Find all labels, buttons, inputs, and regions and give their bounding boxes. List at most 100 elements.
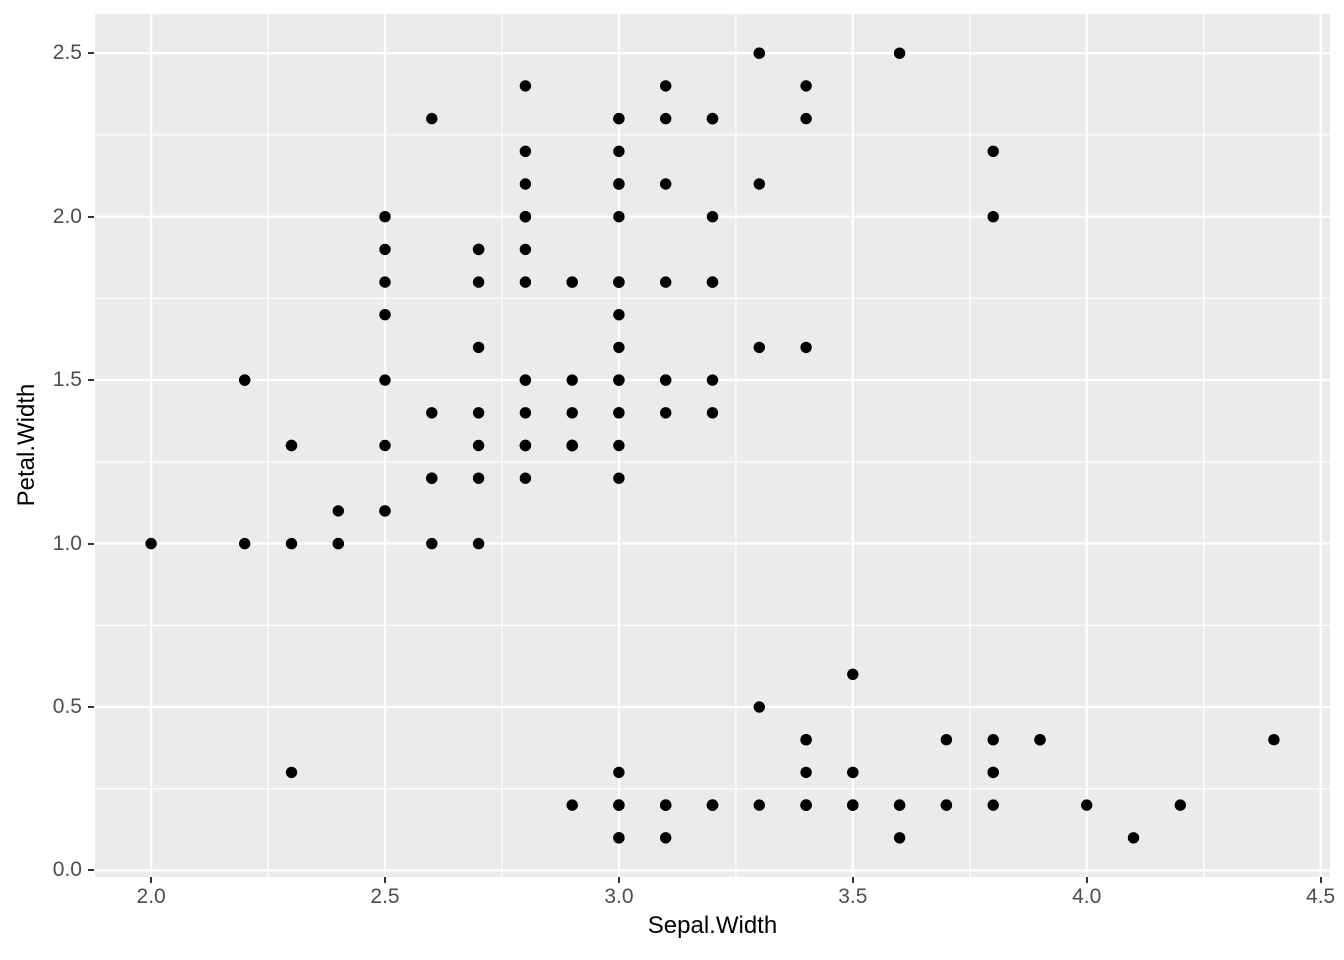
data-point xyxy=(940,734,953,746)
y-axis-tick-label: 1.5 xyxy=(52,368,82,392)
data-point xyxy=(285,439,298,452)
data-point xyxy=(987,799,999,811)
y-axis-tick-label: 0.5 xyxy=(52,695,82,718)
x-axis-tick-label: 3.0 xyxy=(604,885,634,908)
data-point xyxy=(379,374,391,386)
data-point xyxy=(847,766,859,779)
data-point xyxy=(706,374,719,386)
y-axis-title: Petal.Width xyxy=(13,383,40,507)
x-axis-tick-mark xyxy=(851,877,854,883)
data-point xyxy=(800,80,812,92)
data-point xyxy=(800,341,812,354)
y-axis-tick-mark xyxy=(88,379,94,382)
data-point xyxy=(753,178,765,190)
data-point xyxy=(472,276,485,288)
plot-panel xyxy=(95,14,1330,877)
data-point xyxy=(660,407,672,419)
data-point xyxy=(660,178,672,190)
data-point xyxy=(613,178,625,190)
data-point xyxy=(613,211,625,223)
data-point xyxy=(472,439,485,452)
data-point xyxy=(613,439,625,452)
data-point xyxy=(1034,734,1046,746)
data-point xyxy=(660,374,672,386)
data-point xyxy=(800,799,812,811)
data-point xyxy=(987,145,999,157)
y-axis-tick-label: 0.0 xyxy=(52,858,82,882)
data-point xyxy=(426,537,438,550)
data-point xyxy=(519,407,532,419)
data-point xyxy=(660,276,672,288)
data-point xyxy=(613,145,625,157)
data-point xyxy=(519,80,532,92)
data-point xyxy=(893,832,906,844)
data-point xyxy=(847,799,859,811)
x-axis-tick-mark xyxy=(1085,877,1088,883)
data-point xyxy=(566,439,578,452)
y-axis-tick-mark xyxy=(88,542,94,545)
x-axis-tick-label: 4.5 xyxy=(1306,885,1336,908)
data-point xyxy=(285,766,298,779)
y-axis-tick-mark xyxy=(88,706,94,708)
data-point xyxy=(332,505,344,517)
data-point xyxy=(379,243,391,256)
x-axis-tick-label: 4.0 xyxy=(1072,885,1102,908)
data-point xyxy=(706,407,719,419)
data-point xyxy=(519,178,532,190)
data-point xyxy=(660,832,672,844)
data-point xyxy=(1268,734,1280,746)
data-point xyxy=(800,734,812,746)
data-point xyxy=(1174,799,1187,811)
data-point xyxy=(472,407,485,419)
data-point xyxy=(660,80,672,92)
x-axis-tick-label: 2.0 xyxy=(136,885,166,908)
data-point xyxy=(379,211,391,223)
data-point xyxy=(706,799,719,811)
data-point xyxy=(519,439,532,452)
y-axis-tick-mark xyxy=(88,52,94,55)
data-point xyxy=(426,472,438,484)
data-point xyxy=(472,472,485,484)
data-point xyxy=(519,243,532,256)
data-point xyxy=(613,766,625,779)
data-point xyxy=(706,112,719,125)
data-point xyxy=(613,472,625,484)
data-point xyxy=(613,112,625,125)
data-point xyxy=(987,766,999,779)
data-point xyxy=(613,341,625,354)
plot-canvas xyxy=(95,14,1330,877)
data-point xyxy=(519,374,532,386)
data-point xyxy=(753,341,765,354)
data-point xyxy=(613,309,625,321)
data-point xyxy=(426,407,438,419)
data-point xyxy=(379,439,391,452)
data-point xyxy=(893,47,906,59)
data-point xyxy=(706,276,719,288)
data-point xyxy=(613,799,625,811)
x-axis-tick-label: 3.5 xyxy=(838,885,868,908)
x-axis-tick-label: 2.5 xyxy=(370,885,400,908)
data-point xyxy=(800,112,812,125)
x-axis-tick-mark xyxy=(617,877,620,883)
data-point xyxy=(239,374,251,386)
data-point xyxy=(1081,799,1093,811)
data-point xyxy=(613,276,625,288)
data-point xyxy=(893,799,906,811)
x-axis-tick-mark xyxy=(384,877,387,883)
data-point xyxy=(613,374,625,386)
data-point xyxy=(566,799,578,811)
data-point xyxy=(987,211,999,223)
data-point xyxy=(472,341,485,354)
data-point xyxy=(379,276,391,288)
data-point xyxy=(706,211,719,223)
data-point xyxy=(332,537,344,550)
x-axis-tick-mark xyxy=(150,877,153,883)
x-axis-tick-mark xyxy=(1319,877,1322,883)
data-point xyxy=(613,832,625,844)
data-point xyxy=(426,112,438,125)
data-point xyxy=(660,112,672,125)
y-axis-tick-label: 1.0 xyxy=(52,531,82,555)
data-point xyxy=(472,537,485,550)
data-point xyxy=(566,407,578,419)
